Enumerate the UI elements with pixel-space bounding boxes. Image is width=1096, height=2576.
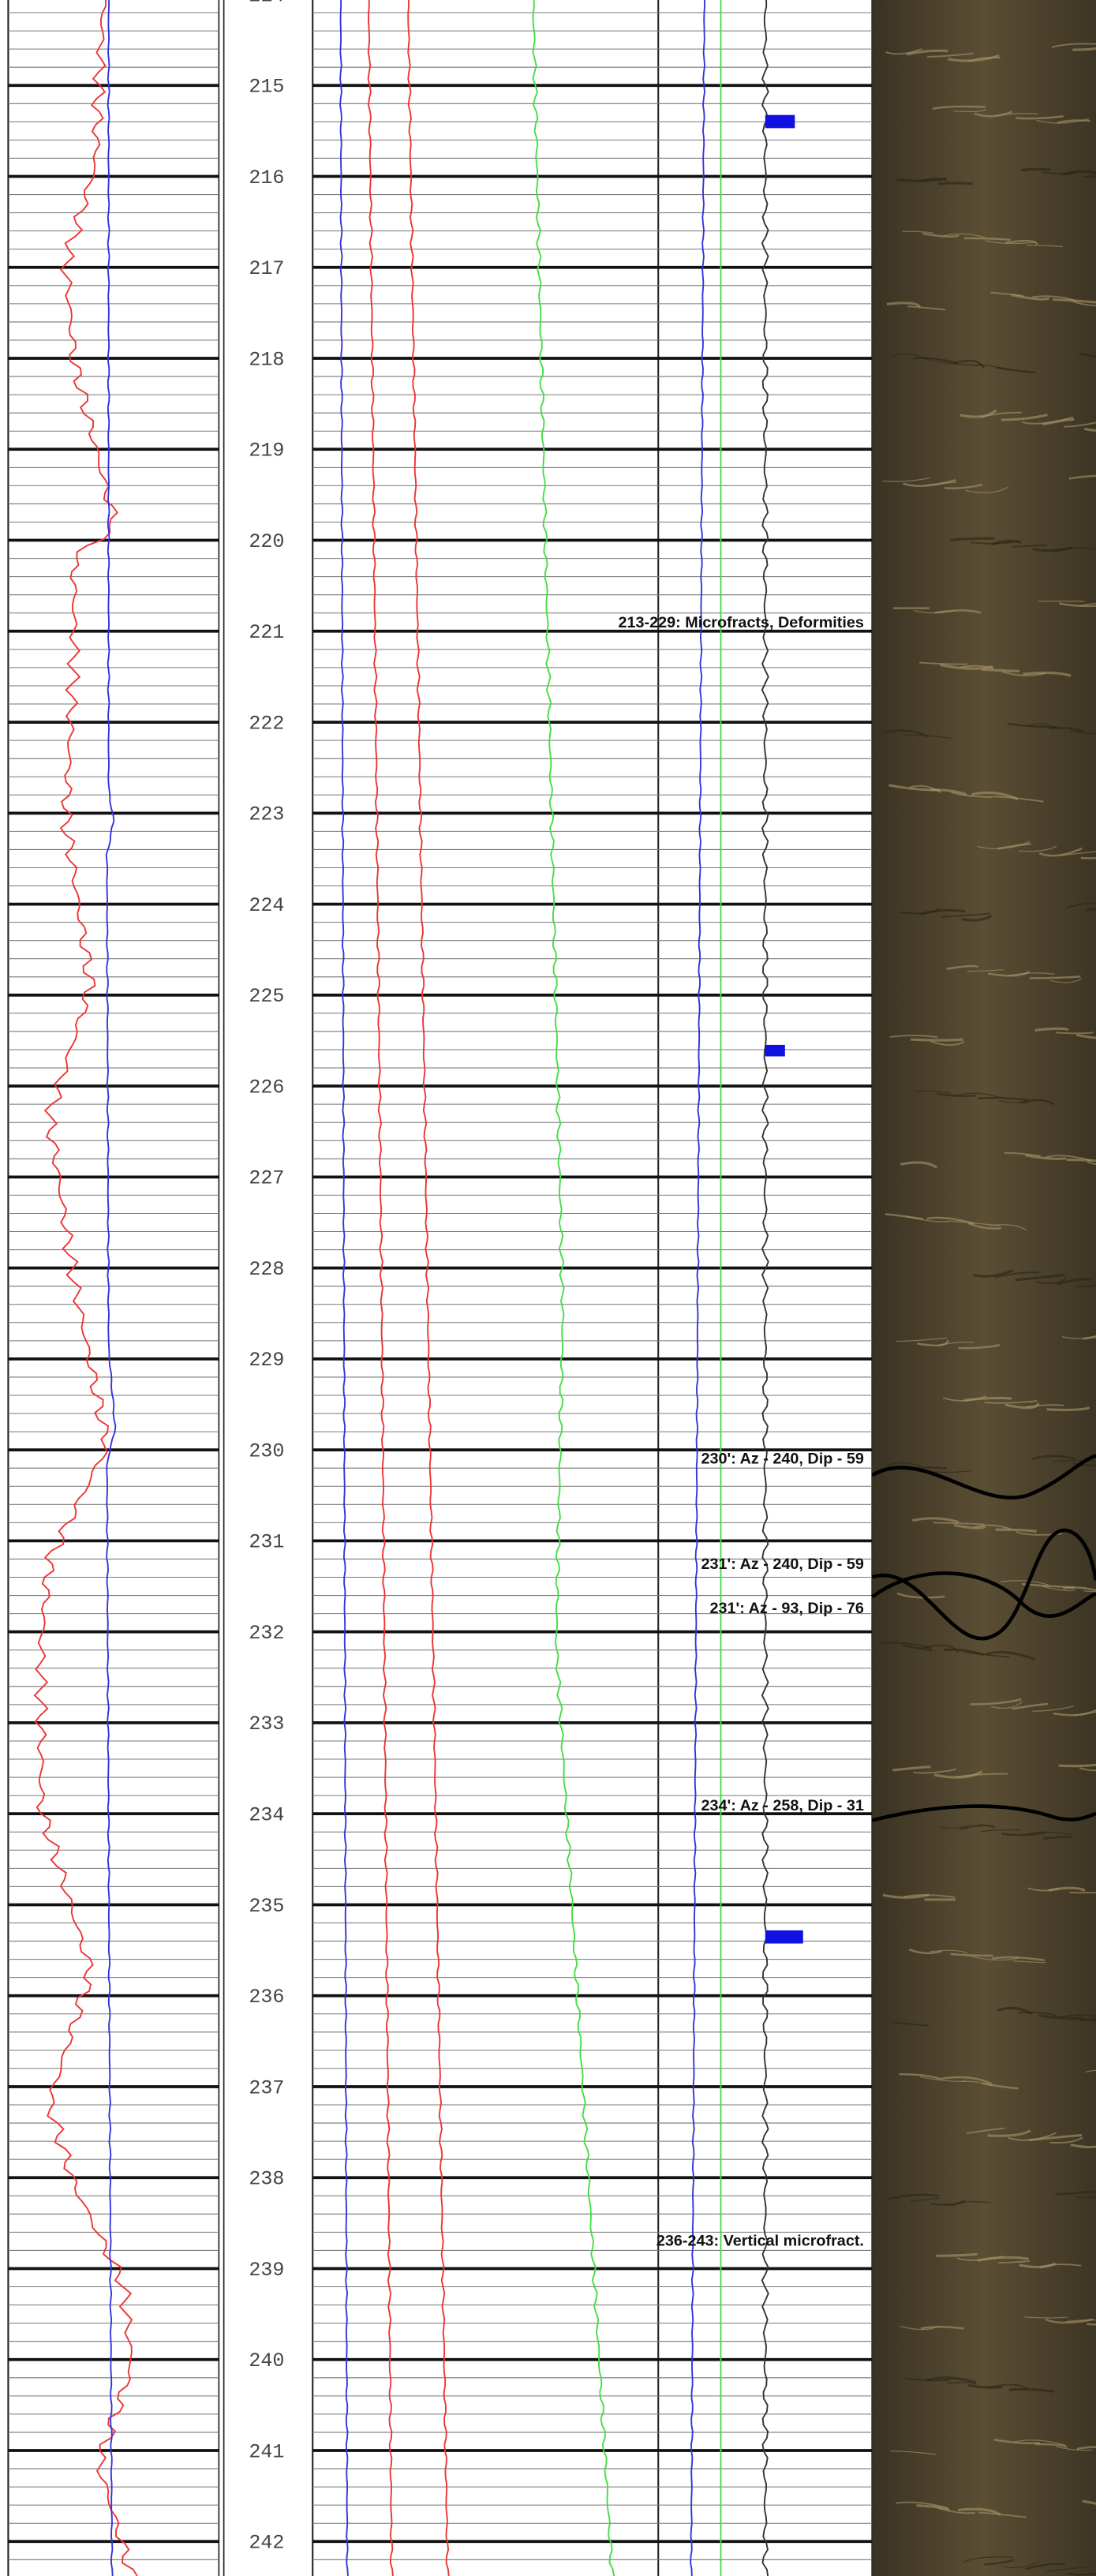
depth-label: 215 bbox=[249, 76, 284, 99]
annotation: 213-229: Microfracts, Deformities bbox=[618, 614, 863, 631]
annotation: 236-243: Vertical microfract. bbox=[656, 2233, 864, 2250]
depth-label: 242 bbox=[249, 2532, 284, 2555]
core-texture bbox=[1083, 176, 1096, 177]
depth-label: 234 bbox=[249, 1804, 284, 1827]
depth-label: 225 bbox=[249, 985, 284, 1008]
depth-label: 231 bbox=[249, 1531, 284, 1554]
depth-label: 226 bbox=[249, 1076, 284, 1099]
depth-label: 219 bbox=[249, 440, 284, 462]
core-texture bbox=[1087, 2324, 1096, 2325]
track2-red-b bbox=[408, 0, 449, 2576]
depth-label: 220 bbox=[249, 530, 284, 553]
depth-label: 233 bbox=[249, 1713, 284, 1735]
track2-blue bbox=[340, 0, 348, 2576]
caliper-curve bbox=[107, 0, 116, 2576]
depth-label: 237 bbox=[249, 2076, 284, 2099]
well-log: 214 215 216 217 218 219 220 221 222 223 224 225 226 2… bbox=[0, 0, 1096, 2576]
annotation: 234': Az - 258, Dip - 31 bbox=[701, 1797, 863, 1814]
marker bbox=[765, 1930, 803, 1944]
depth-label: 223 bbox=[249, 803, 284, 826]
core-texture bbox=[911, 1039, 963, 1040]
core-texture bbox=[1056, 1032, 1094, 1033]
track2-red-a bbox=[368, 0, 393, 2576]
track3-blue bbox=[690, 0, 705, 2576]
depth-label: 236 bbox=[249, 1986, 284, 2009]
depth-label: 241 bbox=[249, 2440, 284, 2463]
depth-label: 221 bbox=[249, 621, 284, 644]
depth-label: 217 bbox=[249, 257, 284, 280]
depth-label: 214 bbox=[249, 0, 284, 7]
depth-label: 238 bbox=[249, 2168, 284, 2191]
annotation: 231': Az - 93, Dip - 76 bbox=[709, 1600, 863, 1617]
track2-green bbox=[533, 0, 615, 2576]
depth-label: 229 bbox=[249, 1349, 284, 1372]
marker bbox=[765, 115, 795, 129]
depth-label: 224 bbox=[249, 894, 284, 917]
core-texture bbox=[938, 183, 973, 184]
curves bbox=[35, 0, 803, 2576]
track3-black bbox=[762, 0, 769, 2576]
gamma-curve bbox=[35, 0, 137, 2576]
depth-label: 232 bbox=[249, 1622, 284, 1645]
marker bbox=[765, 1045, 785, 1057]
annotation: 230': Az - 240, Dip - 59 bbox=[701, 1451, 863, 1468]
depth-label: 222 bbox=[249, 712, 284, 735]
depth-label: 240 bbox=[249, 2349, 284, 2372]
annotation: 231': Az - 240, Dip - 59 bbox=[701, 1556, 863, 1573]
depth-label: 216 bbox=[249, 167, 284, 189]
depth-label: 227 bbox=[249, 1167, 284, 1190]
core-texture bbox=[1021, 169, 1051, 170]
depth-label: 235 bbox=[249, 1895, 284, 1918]
grid bbox=[8, 0, 872, 2576]
depth-label: 239 bbox=[249, 2259, 284, 2282]
depth-label: 218 bbox=[249, 348, 284, 371]
core-image bbox=[872, 0, 1096, 2576]
core-photo bbox=[872, 0, 1096, 2576]
depth-label: 230 bbox=[249, 1440, 284, 1462]
depth-label: 228 bbox=[249, 1258, 284, 1281]
